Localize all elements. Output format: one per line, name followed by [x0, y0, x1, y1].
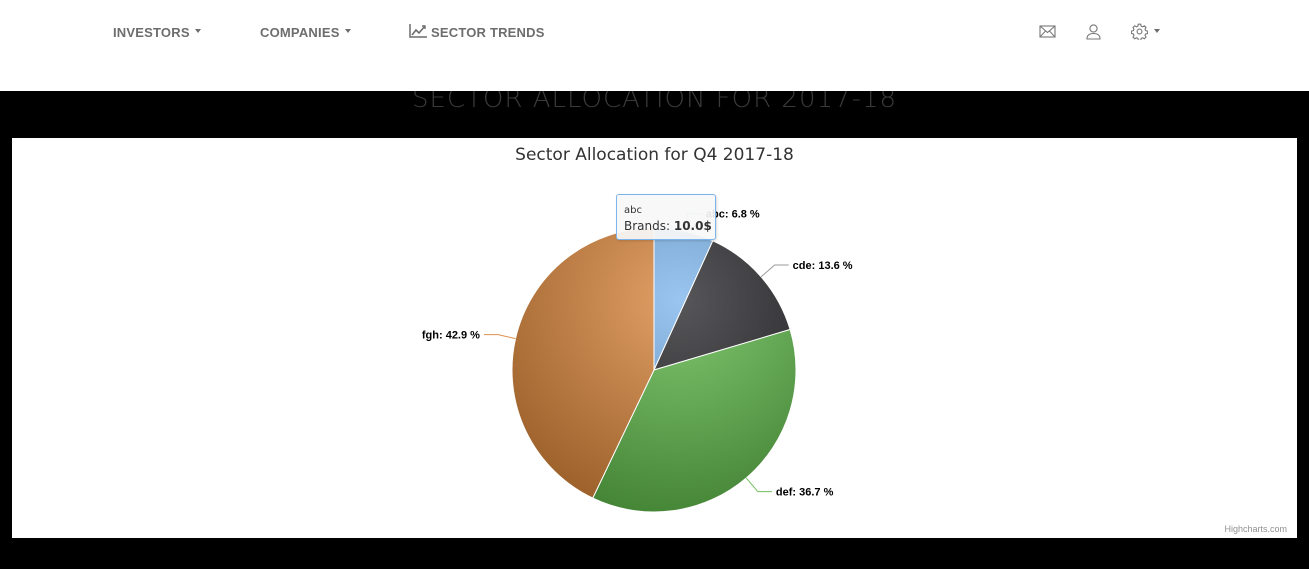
- nav-investors-dropdown[interactable]: INVESTORS: [113, 23, 201, 41]
- user-icon[interactable]: [1085, 23, 1102, 40]
- nav-companies-label: COMPANIES: [260, 24, 340, 40]
- nav-investors-label: INVESTORS: [113, 24, 190, 40]
- data-label-cde: cde: 13.6 %: [793, 260, 853, 272]
- gear-icon: [1131, 23, 1148, 40]
- caret-down-icon: [194, 29, 201, 33]
- data-label-def: def: 36.7 %: [776, 487, 834, 499]
- chart-title: Sector Allocation for Q4 2017-18: [515, 145, 794, 165]
- nav-sector-trends-link[interactable]: SECTOR TRENDS: [409, 23, 545, 41]
- tooltip-value: 10.0$: [673, 219, 712, 233]
- content-band: SECTOR ALLOCATION FOR 2017-18 Sector All…: [0, 91, 1309, 569]
- data-label-abc: abc: 6.8 %: [706, 209, 760, 221]
- caret-down-icon: [1154, 28, 1160, 33]
- trend-chart-icon: [409, 23, 428, 41]
- settings-dropdown[interactable]: [1131, 23, 1160, 40]
- connector-fgh: [483, 334, 516, 340]
- page-heading: SECTOR ALLOCATION FOR 2017-18: [411, 91, 898, 114]
- tooltip-point-name: abc: [624, 205, 642, 216]
- nav-companies-dropdown[interactable]: COMPANIES: [260, 23, 351, 41]
- connector-cde: [760, 264, 789, 278]
- tooltip-series-name: Brands: [624, 219, 666, 233]
- data-label-fgh: fgh: 42.9 %: [422, 330, 480, 342]
- pie-chart-container: Sector Allocation for Q4 2017-18 abc: 6.…: [12, 138, 1297, 538]
- mail-icon[interactable]: [1039, 23, 1056, 40]
- connector-def: [745, 477, 772, 493]
- nav-sector-trends-label: SECTOR TRENDS: [431, 24, 545, 40]
- pie-slice-def[interactable]: [592, 328, 797, 513]
- pie-slice-fgh[interactable]: [511, 227, 655, 499]
- top-navbar: INVESTORS COMPANIES SECTOR TRENDS: [0, 0, 1309, 91]
- chart-tooltip: abc Brands: 10.0$: [616, 194, 716, 240]
- pie-slice-cde[interactable]: [653, 240, 791, 371]
- pie-chart: abc: 6.8 % cde: 13.6 % def: 36.7 % fgh: 42.…: [422, 209, 853, 513]
- caret-down-icon: [344, 29, 351, 33]
- tooltip-value-line: Brands: 10.0$: [624, 219, 712, 233]
- highcharts-credits-link[interactable]: Highcharts.com: [1224, 524, 1287, 534]
